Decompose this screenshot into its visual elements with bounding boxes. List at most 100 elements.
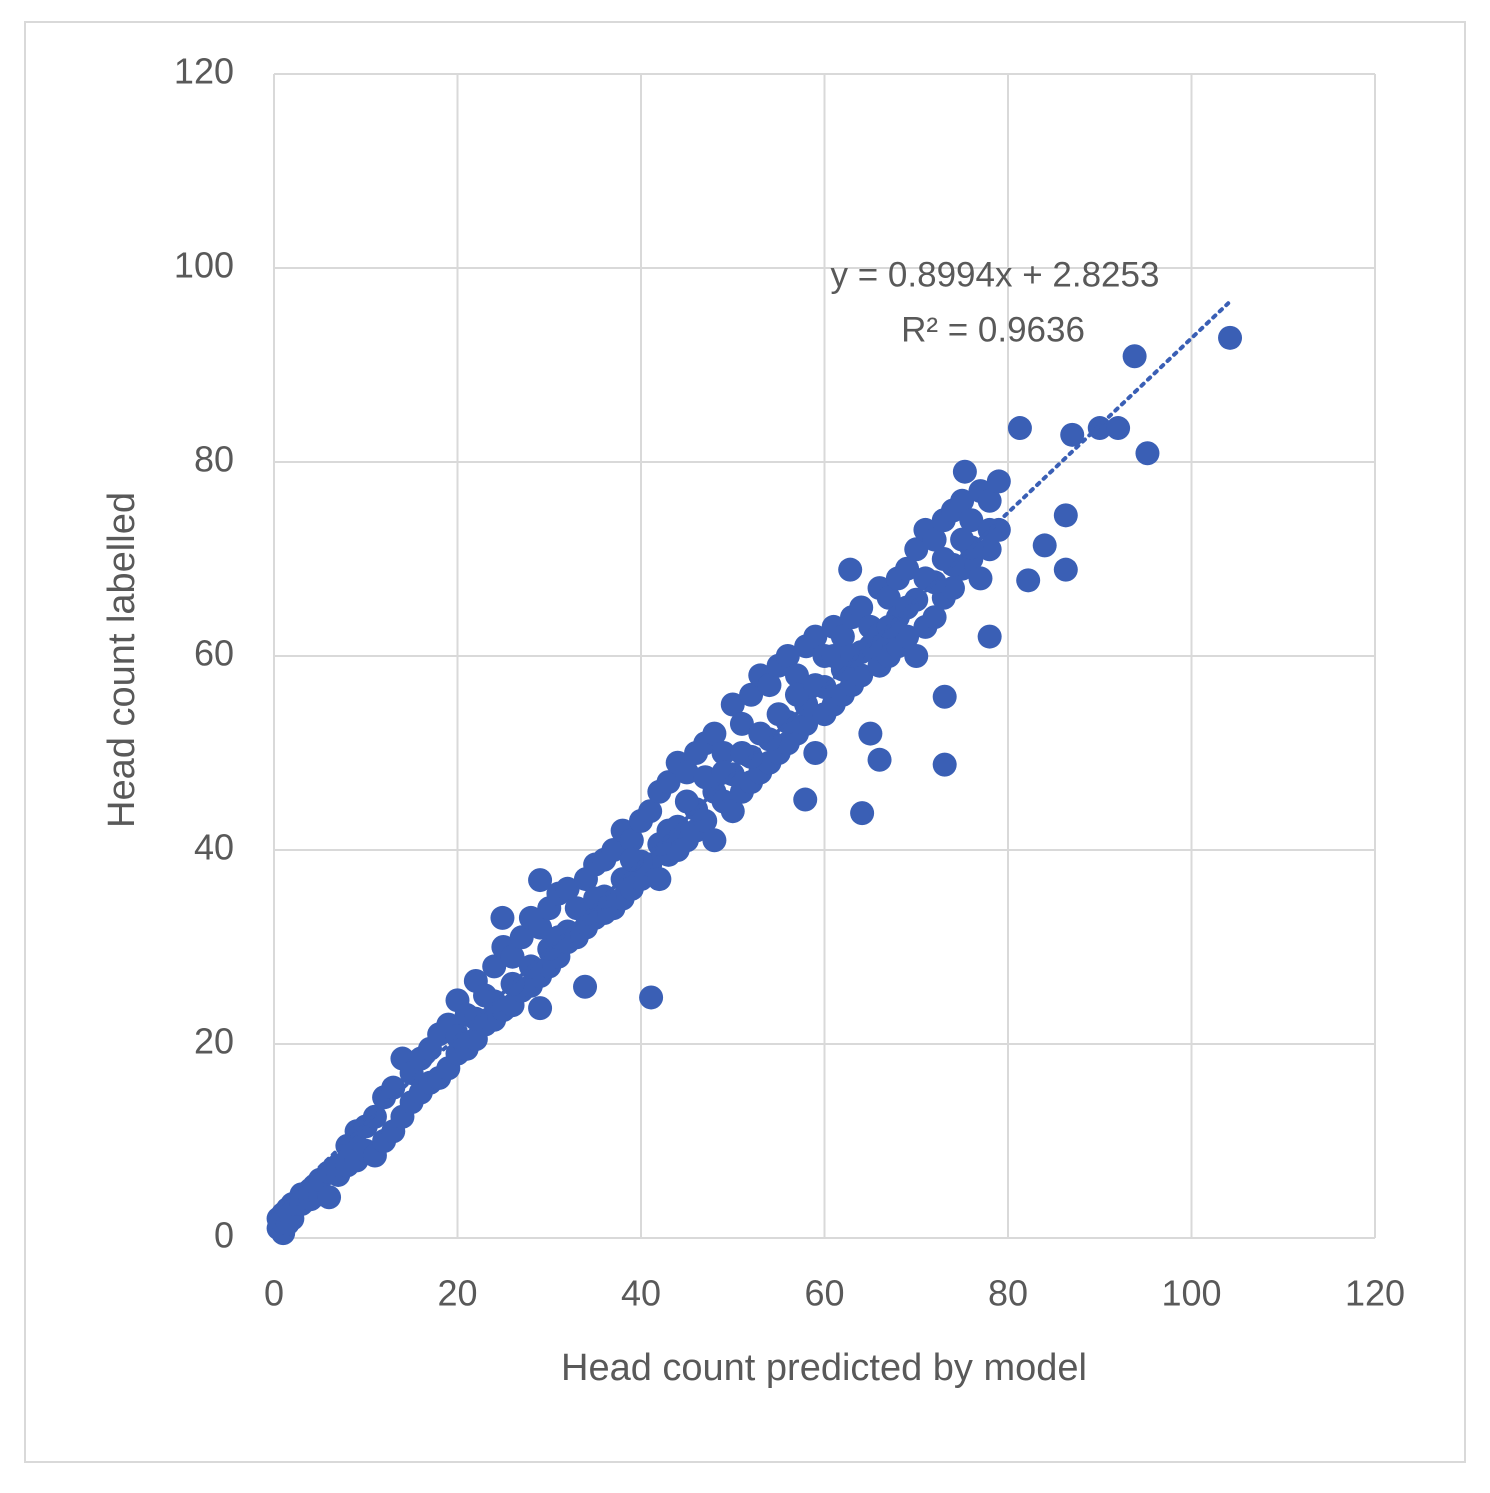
point bbox=[784, 682, 809, 707]
x-tick-label: 60 bbox=[804, 1273, 844, 1314]
x-tick-label: 80 bbox=[988, 1273, 1028, 1314]
y-tick-label: 120 bbox=[174, 51, 234, 92]
point bbox=[729, 711, 754, 736]
y-tick-label: 20 bbox=[194, 1021, 234, 1062]
point bbox=[656, 818, 681, 843]
point bbox=[821, 644, 846, 668]
point bbox=[950, 488, 975, 513]
point bbox=[509, 925, 534, 950]
point bbox=[729, 741, 754, 765]
point bbox=[850, 801, 875, 826]
x-tick-label: 40 bbox=[621, 1273, 661, 1314]
point bbox=[904, 644, 929, 668]
point bbox=[1218, 325, 1243, 350]
y-tick-label: 60 bbox=[194, 633, 234, 674]
point bbox=[858, 634, 883, 659]
point bbox=[656, 770, 681, 795]
point bbox=[931, 547, 956, 571]
point bbox=[830, 624, 855, 649]
y-tick-label: 100 bbox=[174, 245, 234, 286]
point bbox=[555, 876, 580, 901]
point bbox=[720, 692, 745, 717]
point bbox=[977, 537, 1002, 562]
point bbox=[977, 488, 1002, 513]
point bbox=[932, 684, 957, 709]
point bbox=[1106, 416, 1131, 441]
point bbox=[619, 828, 644, 853]
point bbox=[528, 996, 553, 1021]
point bbox=[528, 915, 553, 940]
point bbox=[711, 741, 736, 765]
point bbox=[849, 595, 874, 620]
point bbox=[702, 828, 727, 853]
point bbox=[895, 556, 920, 581]
point bbox=[838, 557, 863, 582]
r-squared: R² = 0.9636 bbox=[901, 310, 1085, 349]
y-tick-label: 0 bbox=[214, 1215, 234, 1256]
point bbox=[766, 702, 791, 727]
point bbox=[940, 576, 965, 601]
x-tick-label: 0 bbox=[264, 1273, 284, 1314]
point bbox=[959, 508, 984, 533]
point bbox=[317, 1185, 342, 1210]
point bbox=[867, 747, 892, 772]
point bbox=[573, 974, 598, 999]
point bbox=[840, 644, 865, 668]
point bbox=[638, 799, 663, 824]
points bbox=[266, 301, 1243, 1246]
point bbox=[601, 838, 626, 862]
grid bbox=[273, 73, 1376, 1239]
point bbox=[490, 905, 515, 930]
point bbox=[1135, 441, 1160, 466]
point bbox=[757, 673, 782, 698]
point bbox=[1007, 416, 1032, 441]
point bbox=[1053, 557, 1078, 582]
x-tick-label: 100 bbox=[1161, 1273, 1221, 1314]
point bbox=[775, 644, 800, 668]
point bbox=[904, 537, 929, 562]
point bbox=[739, 682, 764, 707]
point bbox=[583, 886, 608, 911]
trendline bbox=[272, 301, 1231, 1213]
point bbox=[693, 765, 718, 790]
point bbox=[794, 711, 819, 736]
point bbox=[932, 752, 957, 777]
point bbox=[702, 721, 727, 746]
x-axis-title: Head count predicted by model bbox=[561, 1347, 1087, 1389]
point bbox=[482, 954, 507, 979]
point bbox=[793, 787, 818, 812]
point bbox=[784, 663, 809, 688]
point bbox=[977, 624, 1002, 649]
point bbox=[674, 760, 699, 785]
point bbox=[876, 585, 901, 610]
x-tick-label: 20 bbox=[437, 1273, 477, 1314]
point bbox=[922, 527, 947, 552]
trendline-equation: y = 0.8994x + 2.8253 bbox=[831, 255, 1160, 294]
point bbox=[639, 985, 664, 1010]
point bbox=[1122, 344, 1147, 369]
point bbox=[803, 624, 828, 649]
point bbox=[1060, 422, 1085, 447]
point bbox=[849, 663, 874, 688]
point bbox=[647, 867, 672, 892]
point bbox=[546, 925, 571, 950]
point bbox=[748, 721, 773, 746]
y-tick-label: 40 bbox=[194, 827, 234, 868]
point bbox=[528, 868, 553, 893]
point bbox=[1016, 568, 1041, 593]
y-tick-label: 80 bbox=[194, 439, 234, 480]
point bbox=[968, 566, 993, 591]
point bbox=[619, 847, 644, 872]
point bbox=[913, 566, 938, 591]
point bbox=[858, 721, 883, 746]
point bbox=[952, 459, 977, 484]
point bbox=[922, 605, 947, 630]
point bbox=[674, 789, 699, 814]
point bbox=[1032, 533, 1057, 558]
point bbox=[500, 944, 525, 969]
point bbox=[711, 760, 736, 785]
point bbox=[720, 799, 745, 824]
point bbox=[950, 527, 975, 552]
